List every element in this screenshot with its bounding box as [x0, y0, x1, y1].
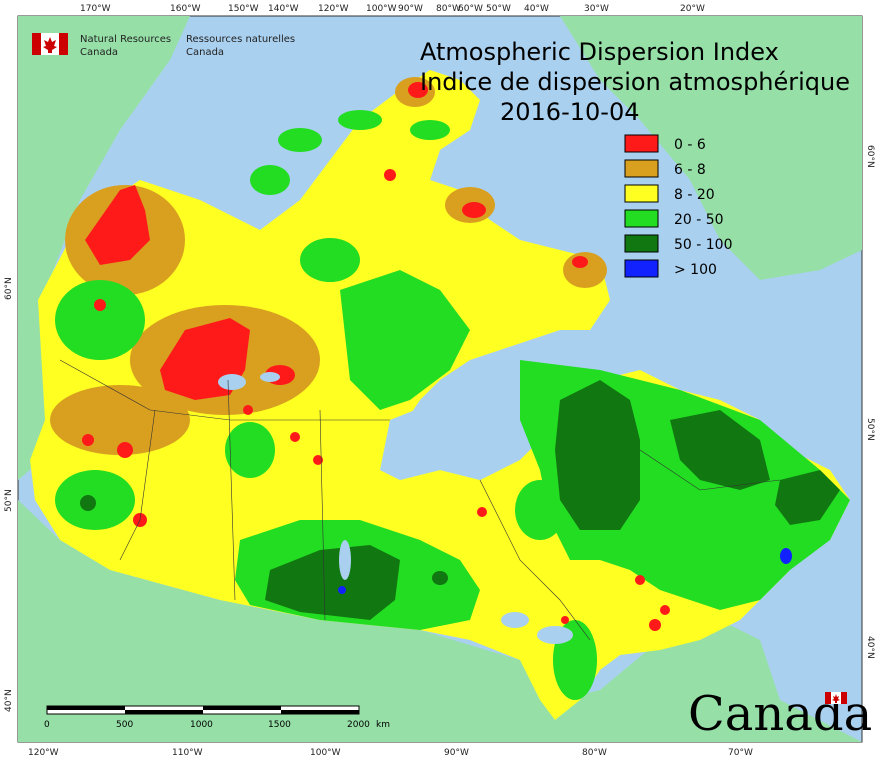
- canada-wordmark: Canada: [688, 686, 872, 742]
- top-lon-label: 30°W: [584, 4, 609, 14]
- top-lon-label: 90°W: [398, 4, 423, 14]
- left-latitude-labels: 60°N 50°N 40°N: [4, 277, 14, 712]
- scale-tick-label: 1000: [190, 720, 213, 730]
- bottom-longitude-labels: 120°W 110°W 100°W 90°W 80°W 70°W: [28, 748, 753, 758]
- legend-swatch-4: [624, 234, 659, 253]
- top-lon-label: 50°W: [486, 4, 511, 14]
- bottom-lon-label: 100°W: [310, 748, 341, 758]
- top-lon-label: 150°W: [228, 4, 259, 14]
- left-lat-label: 40°N: [4, 689, 14, 712]
- scale-tick-label: 1500: [268, 720, 291, 730]
- legend-label-4: 50 - 100: [674, 237, 733, 253]
- top-lon-label: 120°W: [318, 4, 349, 14]
- scale-tick-label: 2000: [347, 720, 370, 730]
- legend-swatch-3: [624, 209, 659, 228]
- left-lat-label: 60°N: [4, 277, 14, 300]
- zone-over-100: [338, 548, 792, 594]
- legend: 0 - 6 6 - 8 8 - 20 20 - 50 50 - 100 > 10…: [624, 134, 733, 278]
- zone-50-100: [80, 380, 840, 620]
- agency-fr-line2: Canada: [186, 47, 224, 58]
- scale-unit: km: [376, 720, 390, 730]
- legend-label-2: 8 - 20: [674, 187, 715, 203]
- nrcan-signature: Natural Resources Canada Ressources natu…: [32, 33, 295, 58]
- legend-label-5: > 100: [674, 262, 717, 278]
- top-lon-label: 80°W: [436, 4, 461, 14]
- scale-tick-label: 0: [44, 720, 50, 730]
- top-lon-label: 40°W: [524, 4, 549, 14]
- legend-swatch-5: [624, 259, 659, 278]
- legend-swatch-1: [624, 159, 659, 178]
- canada-flag-icon: [32, 33, 68, 55]
- right-lat-label: 60°N: [865, 145, 875, 168]
- water-bodies: [218, 372, 573, 644]
- top-lon-label: 60°W: [458, 4, 483, 14]
- left-lat-label: 50°N: [4, 489, 14, 512]
- title-en: Atmospheric Dispersion Index: [420, 38, 779, 66]
- legend-label-0: 0 - 6: [674, 137, 706, 153]
- top-longitude-labels: 170°W 160°W 150°W 140°W 120°W 100°W 90°W…: [80, 4, 705, 14]
- agency-en-line1: Natural Resources: [80, 34, 171, 45]
- top-lon-label: 170°W: [80, 4, 111, 14]
- bottom-lon-label: 120°W: [28, 748, 59, 758]
- top-lon-label: 20°W: [680, 4, 705, 14]
- right-lat-label: 40°N: [865, 636, 875, 659]
- legend-swatch-0: [624, 134, 659, 153]
- title-fr: Indice de dispersion atmosphérique: [420, 68, 850, 96]
- scale-bar: 0 500 1000 1500 2000 km: [44, 705, 390, 730]
- top-lon-label: 140°W: [268, 4, 299, 14]
- bottom-lon-label: 70°W: [728, 748, 753, 758]
- legend-label-1: 6 - 8: [674, 162, 706, 178]
- title-date: 2016-10-04: [500, 98, 639, 126]
- right-lat-label: 50°N: [865, 418, 875, 441]
- scale-tick-label: 500: [116, 720, 133, 730]
- agency-fr-line1: Ressources naturelles: [186, 34, 295, 45]
- legend-swatch-2: [624, 184, 659, 203]
- right-latitude-labels: 60°N 50°N 40°N: [865, 145, 875, 659]
- zone-0-6: [82, 82, 670, 631]
- bottom-lon-label: 80°W: [582, 748, 607, 758]
- bottom-lon-label: 110°W: [172, 748, 203, 758]
- top-lon-label: 160°W: [170, 4, 201, 14]
- bottom-lon-label: 90°W: [444, 748, 469, 758]
- map-title: Atmospheric Dispersion Index Indice de d…: [420, 38, 850, 126]
- legend-label-3: 20 - 50: [674, 212, 724, 228]
- wordmark-flag-icon: [825, 692, 847, 704]
- boundaries: [59, 359, 781, 641]
- agency-en-line2: Canada: [80, 47, 118, 58]
- top-lon-label: 100°W: [366, 4, 397, 14]
